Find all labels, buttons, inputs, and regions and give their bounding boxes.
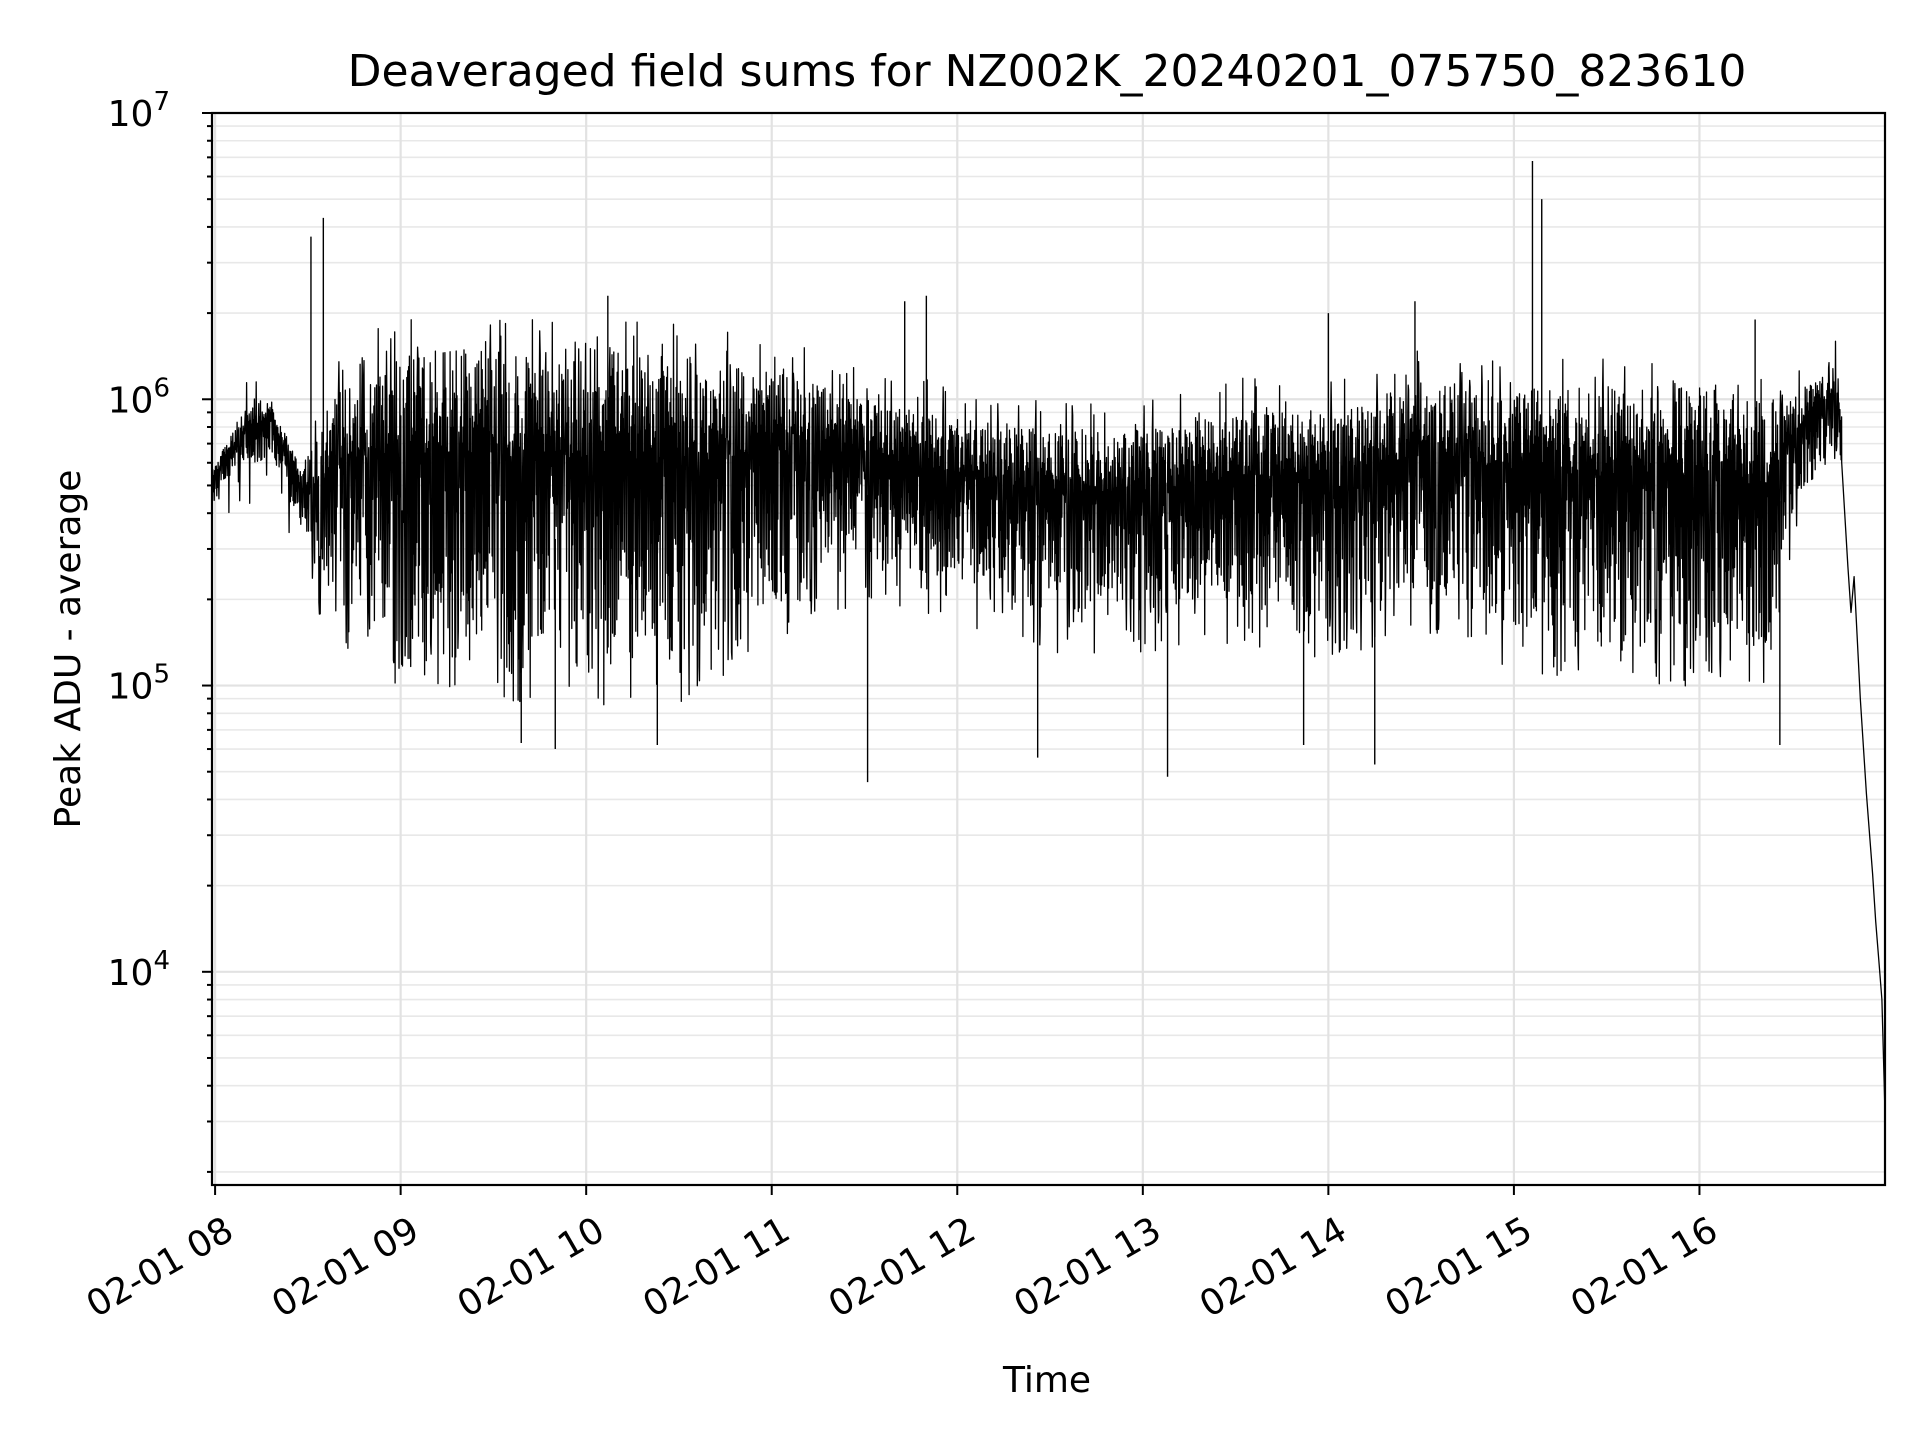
y-tick-label: 106 <box>108 373 170 421</box>
series-series-1 <box>211 160 1886 1114</box>
x-axis-label: Time <box>1002 1360 1091 1401</box>
y-tick-label: 104 <box>108 946 170 994</box>
series-line <box>211 319 1886 1114</box>
chart-title: Deaveraged field sums for NZ002K_2024020… <box>348 46 1747 97</box>
plot-frame <box>210 111 1887 1187</box>
y-tick-exponent: 6 <box>153 373 170 403</box>
y-tick-exponent: 4 <box>153 946 170 976</box>
y-tick-exponent: 5 <box>153 660 170 690</box>
y-axis-label: Peak ADU - average <box>48 470 89 829</box>
y-tick-label: 107 <box>108 87 170 135</box>
y-tick-exponent: 7 <box>153 87 170 117</box>
